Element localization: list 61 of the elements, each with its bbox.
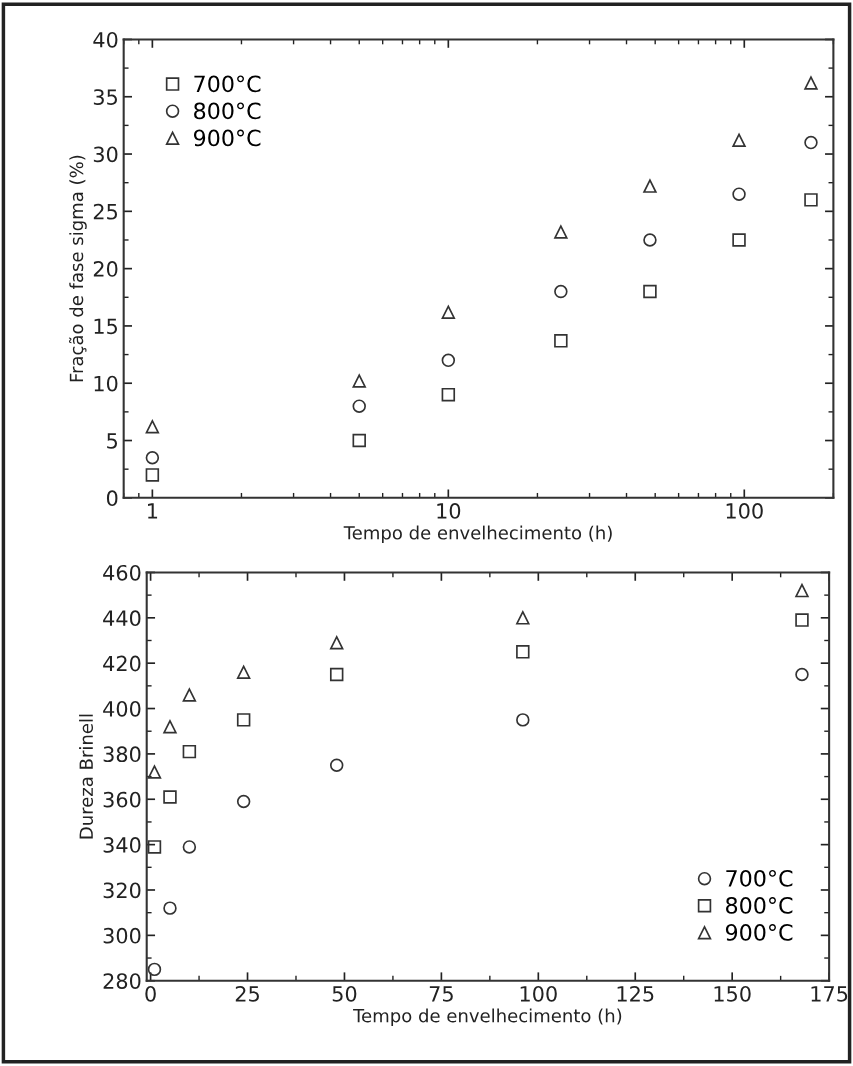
y-tick-label: 30 [93,146,118,163]
y-tick-label: 300 [103,927,141,944]
x-tick-label: 10 [437,503,461,519]
y-tick-label: 35 [93,89,117,105]
x-tick-label: 100 [726,503,763,519]
point [236,665,251,679]
legend-label: 700°C [194,75,261,93]
y-tick-label: 280 [103,973,141,989]
y-axis-title: Fração de fase sigma (%) [68,155,87,382]
point [516,645,530,659]
point [795,613,809,627]
x-axis-title: Tempo de envelhecimento (h) [343,525,612,544]
point [516,713,530,727]
point [163,719,177,734]
y-tick-label: 380 [103,746,141,763]
y-tick-label: 420 [103,655,141,672]
x-tick-label: 75 [429,986,453,1002]
y-axis-title: Dureza Brinell [79,714,94,839]
point [147,962,162,977]
point [182,688,197,702]
y-tick-label: 25 [93,203,117,220]
y-tick-label: 20 [93,261,118,277]
legend-label: 800°C [726,896,793,914]
point [182,840,197,854]
point [236,713,251,727]
y-tick-label: 10 [94,375,118,392]
y-tick-label: 5 [107,433,117,449]
legend-label: 800°C [194,102,261,120]
x-tick-label: 0 [145,985,156,1002]
legend-label: 900°C [193,129,261,147]
x-tick-label: 125 [617,985,654,1002]
point [236,794,251,809]
legend-label: 700°C [726,869,793,887]
point [516,611,530,625]
point [147,840,162,854]
point [163,790,177,804]
x-tick-label: 150 [714,985,751,1002]
y-tick-label: 15 [94,318,117,335]
x-axis-title: Tempo de envelhecimento (h) [353,1008,622,1026]
point [182,744,197,759]
point [329,636,344,650]
point [329,667,344,682]
legend-label: 900°C [725,924,793,941]
x-tick-label: 1 [148,503,158,519]
point [147,765,162,779]
y-tick-label: 0 [106,490,118,507]
y-tick-label: 400 [103,700,141,717]
y-tick-label: 40 [93,31,118,48]
point [329,758,344,772]
y-tick-label: 320 [103,882,141,899]
x-tick-label: 100 [520,985,557,1002]
y-tick-label: 460 [103,564,141,581]
y-tick-label: 360 [103,791,141,808]
y-tick-label: 440 [103,610,141,627]
x-tick-label: 175 [811,986,848,1002]
point [163,901,177,915]
point [795,583,809,598]
point [795,667,809,682]
y-tick-label: 340 [103,837,141,853]
x-tick-label: 25 [235,985,259,1002]
x-tick-label: 50 [332,985,357,1002]
